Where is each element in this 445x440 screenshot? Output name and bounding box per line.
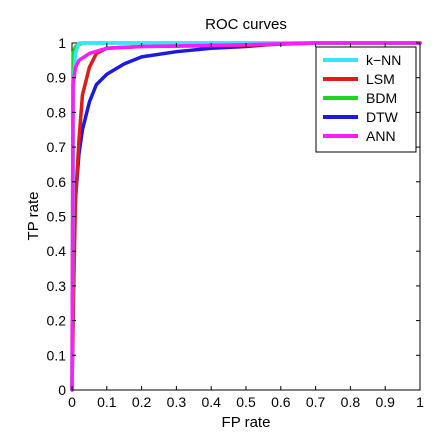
x-tick-label: 0.7 (306, 394, 326, 410)
legend-label: DTW (366, 109, 399, 125)
legend-label: BDM (366, 90, 397, 106)
x-axis-label: FP rate (222, 414, 271, 431)
y-tick-label: 0.9 (47, 70, 67, 86)
chart-title: ROC curves (205, 16, 287, 33)
y-tick-label: 0.8 (47, 104, 67, 120)
x-tick-label: 0.3 (167, 394, 187, 410)
y-tick-label: 0.4 (47, 243, 67, 259)
y-tick-label: 0.5 (47, 209, 67, 225)
x-tick-label: 0.2 (132, 394, 152, 410)
y-tick-label: 0.2 (47, 313, 67, 329)
legend-label: ANN (366, 128, 396, 144)
x-tick-label: 0 (68, 394, 76, 410)
y-tick-label: 1 (58, 35, 66, 51)
y-tick-label: 0 (58, 382, 66, 398)
y-tick-label: 0.1 (47, 347, 67, 363)
axis-ticks: 0 0.1 0.2 0.3 0.4 0.5 0.6 0.7 0.8 0.9 1 0 0.1 0.2 0.3 0… (47, 35, 425, 410)
x-tick-label: 0.1 (97, 394, 117, 410)
y-tick-label: 0.3 (47, 278, 67, 294)
y-axis-label: TP rate (25, 192, 42, 241)
x-tick-label: 0.6 (271, 394, 291, 410)
x-tick-label: 1 (416, 394, 424, 410)
x-tick-label: 0.4 (201, 394, 221, 410)
x-tick-label: 0.9 (375, 394, 395, 410)
legend-label: LSM (366, 71, 395, 87)
x-tick-label: 0.5 (236, 394, 256, 410)
legend: k−NN LSM BDM DTW ANN (315, 46, 417, 153)
y-tick-label: 0.6 (47, 174, 67, 190)
legend-label: k−NN (366, 52, 401, 68)
x-tick-label: 0.8 (341, 394, 361, 410)
y-tick-label: 0.7 (47, 139, 67, 155)
